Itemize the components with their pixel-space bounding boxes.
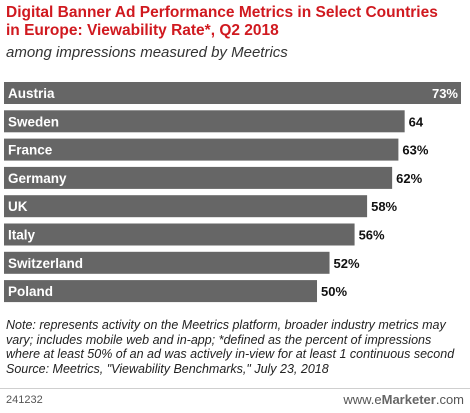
- value-label: 50%: [321, 284, 347, 299]
- brand-e: e: [374, 392, 382, 407]
- value-label: 73%: [432, 86, 458, 101]
- category-label: Germany: [8, 171, 67, 186]
- category-label: Poland: [8, 284, 53, 299]
- value-label: 52%: [334, 256, 360, 271]
- source-text: Source: Meetrics, "Viewability Benchmark…: [6, 361, 329, 376]
- value-label: 63%: [402, 143, 428, 158]
- brand-prefix: www.: [343, 392, 375, 407]
- category-label: UK: [8, 199, 28, 214]
- brand-logo[interactable]: www.eMarketer.com: [343, 392, 464, 407]
- bar-austria: [4, 82, 461, 104]
- value-label: 62%: [396, 171, 422, 186]
- category-label: Sweden: [8, 114, 59, 129]
- value-label: 58%: [371, 199, 397, 214]
- brand-main: Marketer: [381, 392, 436, 407]
- chart-notes: Note: represents activity on the Meetric…: [6, 318, 466, 376]
- note-text: Note: represents activity on the Meetric…: [6, 318, 455, 362]
- brand-suffix: .com: [435, 392, 464, 407]
- bar-italy: [4, 223, 355, 246]
- bar-chart: Austria 73% Sweden 64 France 63% Germany 62% UK 5…: [4, 82, 461, 303]
- bar-switzerland: [4, 251, 330, 274]
- value-label: 56%: [359, 228, 385, 243]
- category-label: Italy: [8, 228, 36, 243]
- value-label: 64: [409, 114, 424, 129]
- bar-poland: [4, 280, 318, 303]
- bar-uk: [4, 195, 368, 218]
- bar-sweden: [4, 110, 405, 133]
- category-label: France: [8, 143, 53, 158]
- chart-title: Digital Banner Ad Performance Metrics in…: [6, 4, 438, 39]
- bar-germany: [4, 166, 393, 189]
- category-label: Switzerland: [8, 256, 83, 271]
- bar-france: [4, 138, 399, 161]
- category-label: Austria: [8, 86, 55, 101]
- chart-id: 241232: [6, 394, 43, 406]
- footer-divider: [0, 388, 470, 389]
- chart-subtitle: among impressions measured by Meetrics: [6, 44, 288, 61]
